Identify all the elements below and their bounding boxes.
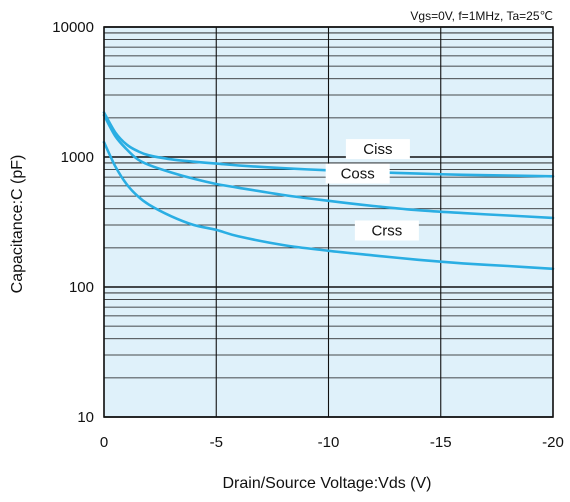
- x-tick-label: -10: [318, 434, 340, 451]
- series-labels: Ciss Coss Crss: [325, 139, 419, 241]
- series-label-bg: [325, 163, 390, 184]
- series-line-crss: [102, 140, 555, 271]
- series-label-crss: Crss: [371, 223, 402, 240]
- series-lines: [102, 111, 555, 271]
- x-tick-label: -15: [430, 434, 452, 451]
- y-tick-labels: 10 100 1000 10000: [52, 19, 94, 426]
- x-tick-label: -20: [542, 434, 564, 451]
- plot-frame: [103, 26, 554, 418]
- series-label-bg: [345, 139, 410, 160]
- x-tick-labels: 0 -5 -10 -15 -20: [100, 434, 564, 451]
- y-tick-label: 1000: [61, 149, 94, 166]
- series-label-bg: [354, 220, 419, 241]
- x-tick-label: -5: [210, 434, 223, 451]
- series-label-coss: Coss: [341, 166, 375, 183]
- y-axis-title: Capacitance:C (pF): [9, 155, 26, 294]
- x-axis-title: Drain/Source Voltage:Vds (V): [223, 475, 432, 492]
- x-tick-label: 0: [100, 434, 108, 451]
- series-line-coss: [102, 113, 555, 220]
- series-line-ciss: [102, 111, 555, 178]
- y-tick-label: 10000: [52, 19, 94, 36]
- measurement-conditions: Vgs=0V, f=1MHz, Ta=25℃: [410, 9, 553, 23]
- y-tick-label: 100: [69, 279, 94, 296]
- y-tick-label: 10: [77, 409, 94, 426]
- series-label-ciss: Ciss: [363, 141, 392, 158]
